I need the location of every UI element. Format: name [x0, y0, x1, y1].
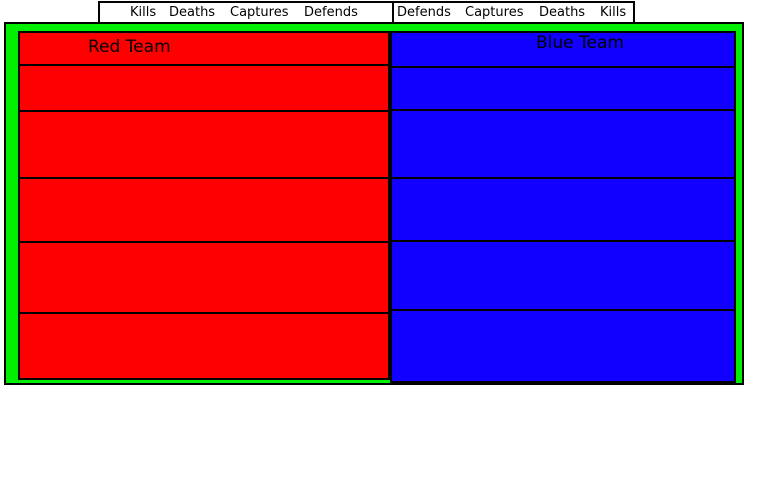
blue-team-title: Blue Team — [536, 33, 624, 53]
red-team-panel: Red Team — [18, 31, 395, 380]
blue-team-panel: Blue Team — [390, 31, 736, 383]
red-row-divider — [20, 177, 395, 179]
team-divider — [388, 31, 391, 380]
blue-stats-header: Defends Captures Deaths Kills — [392, 1, 635, 22]
blue-row-divider — [392, 177, 734, 179]
blue-col-captures[interactable]: Captures — [465, 5, 524, 20]
blue-row-divider — [392, 66, 734, 68]
red-team-title: Red Team — [88, 37, 171, 57]
blue-row-divider — [392, 240, 734, 242]
red-row-divider — [20, 110, 395, 112]
scoreboard-frame: Red Team Blue Team — [4, 22, 744, 385]
red-col-defends[interactable]: Defends — [304, 5, 358, 20]
red-stats-header: Kills Deaths Captures Defends — [98, 1, 395, 22]
red-col-kills[interactable]: Kills — [130, 5, 157, 20]
blue-col-deaths[interactable]: Deaths — [539, 5, 586, 20]
red-row-divider — [20, 64, 395, 66]
blue-row-divider — [392, 109, 734, 111]
blue-row-divider — [392, 309, 734, 311]
red-row-divider — [20, 312, 395, 314]
red-col-captures[interactable]: Captures — [230, 5, 289, 20]
blue-col-kills[interactable]: Kills — [600, 5, 627, 20]
red-col-deaths[interactable]: Deaths — [169, 5, 216, 20]
blue-col-defends[interactable]: Defends — [397, 5, 451, 20]
red-row-divider — [20, 241, 395, 243]
